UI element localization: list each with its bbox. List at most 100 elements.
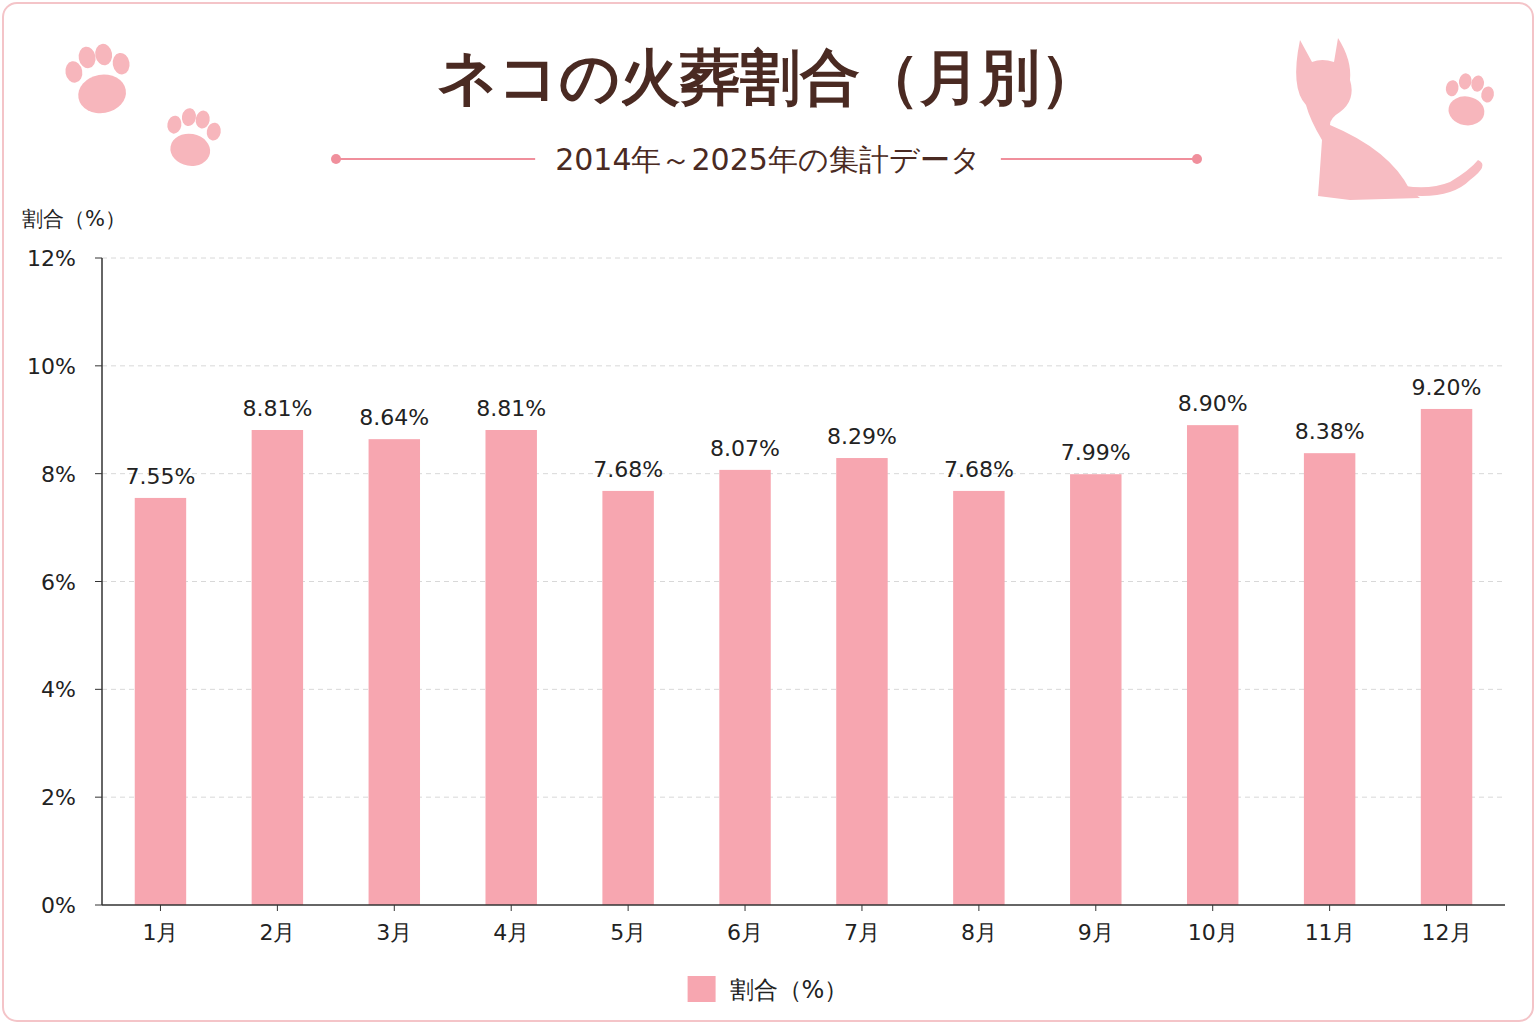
- x-tick-mark: [745, 905, 746, 911]
- paw-pad: [168, 131, 213, 169]
- category-label: 5月: [610, 920, 646, 945]
- x-tick-mark: [160, 905, 161, 911]
- grid-line: [102, 797, 1505, 798]
- x-tick-mark: [628, 905, 629, 911]
- paw-toe: [77, 45, 97, 69]
- x-axis: [102, 904, 1505, 906]
- data-label: 7.55%: [126, 464, 196, 489]
- paw-pad: [1446, 94, 1486, 129]
- bar: [719, 470, 770, 905]
- paw-pad: [75, 71, 129, 117]
- category-label: 12月: [1422, 920, 1472, 945]
- tick-label: 4%: [41, 677, 76, 702]
- category-label: 2月: [259, 920, 295, 945]
- x-tick-mark: [394, 905, 395, 911]
- paw-toe: [1458, 72, 1473, 90]
- paw-icon: [62, 40, 138, 119]
- bars: [135, 409, 1473, 905]
- category-label: 4月: [493, 920, 529, 945]
- tick-mark: [95, 581, 102, 582]
- x-tick-mark: [277, 905, 278, 911]
- data-label: 9.20%: [1412, 375, 1482, 400]
- paw-toe: [166, 115, 183, 135]
- x-tick-mark: [1095, 905, 1096, 911]
- paw-toe: [111, 52, 131, 76]
- bar: [836, 458, 887, 905]
- grid-line: [102, 689, 1505, 690]
- tick-mark: [95, 365, 102, 366]
- data-label: 7.99%: [1061, 440, 1131, 465]
- paw-icon: [1440, 70, 1497, 129]
- tick-mark: [95, 473, 102, 474]
- y-axis: [101, 258, 103, 905]
- tick-mark: [95, 258, 102, 259]
- tick-mark: [95, 797, 102, 798]
- legend: 割合（%）: [688, 976, 849, 1004]
- bar: [953, 491, 1004, 905]
- legend-label: 割合（%）: [730, 976, 849, 1004]
- paw-toe: [1480, 85, 1495, 103]
- data-label: 8.64%: [359, 405, 429, 430]
- paw-toe: [1445, 79, 1460, 97]
- cat-icon: [1296, 38, 1482, 200]
- data-label: 7.68%: [593, 457, 663, 482]
- grid-line: [102, 581, 1505, 582]
- data-label: 7.68%: [944, 457, 1014, 482]
- chart: ネコの火葬割合（月別） 2014年～2025年の集計データ割合（%） 0% 2% 4% 6…: [0, 0, 1536, 1024]
- bar: [1070, 474, 1121, 905]
- grid-line: [102, 473, 1505, 474]
- paw-icon: [161, 105, 224, 171]
- legend-swatch: [688, 976, 716, 1002]
- bar: [485, 430, 536, 905]
- x-tick-mark: [1212, 905, 1213, 911]
- paw-toe: [205, 122, 222, 142]
- frame: [3, 3, 1533, 1021]
- grid-line: [102, 365, 1505, 366]
- cat-tail: [1405, 160, 1483, 196]
- tick-label: 12%: [27, 246, 76, 271]
- data-label: 8.81%: [242, 396, 312, 421]
- x-tick-mark: [1329, 905, 1330, 911]
- x-tick-mark: [861, 905, 862, 911]
- bar: [1187, 425, 1238, 905]
- paw-toe: [94, 42, 114, 66]
- bar: [1304, 453, 1355, 905]
- tick-mark: [95, 905, 102, 906]
- bar: [1421, 409, 1472, 905]
- cat-body: [1296, 38, 1420, 200]
- title: ネコの火葬割合（月別）: [437, 42, 1100, 112]
- bar: [602, 491, 653, 905]
- x-tick-mark: [1446, 905, 1447, 911]
- subtitle: 2014年～2025年の集計データ: [555, 142, 981, 177]
- category-label: 9月: [1078, 920, 1114, 945]
- tick-label: 6%: [41, 570, 76, 595]
- data-label: 8.81%: [476, 396, 546, 421]
- data-label: 8.07%: [710, 436, 780, 461]
- tick-label: 10%: [27, 354, 76, 379]
- grid-line: [102, 258, 1505, 259]
- subtitle-line: [1001, 158, 1197, 160]
- bar: [252, 430, 303, 905]
- data-label: 8.29%: [827, 424, 897, 449]
- paw-toe: [180, 107, 197, 127]
- category-label: 6月: [727, 920, 763, 945]
- y-axis-title: 割合（%）: [22, 207, 126, 231]
- bar: [369, 439, 420, 905]
- category-label: 3月: [376, 920, 412, 945]
- subtitle-line: [336, 158, 535, 160]
- category-label: 1月: [142, 920, 178, 945]
- x-tick-mark: [511, 905, 512, 911]
- tick-label: 8%: [41, 462, 76, 487]
- category-label: 11月: [1305, 920, 1355, 945]
- subtitle-dot: [1192, 154, 1202, 164]
- subtitle-dot: [331, 154, 341, 164]
- category-label: 8月: [961, 920, 997, 945]
- bar: [135, 498, 186, 905]
- category-label: 7月: [844, 920, 880, 945]
- tick-label: 2%: [41, 785, 76, 810]
- tick-label: 0%: [41, 893, 76, 918]
- data-label: 8.38%: [1295, 419, 1365, 444]
- category-label: 10月: [1188, 920, 1238, 945]
- tick-mark: [95, 689, 102, 690]
- x-tick-mark: [978, 905, 979, 911]
